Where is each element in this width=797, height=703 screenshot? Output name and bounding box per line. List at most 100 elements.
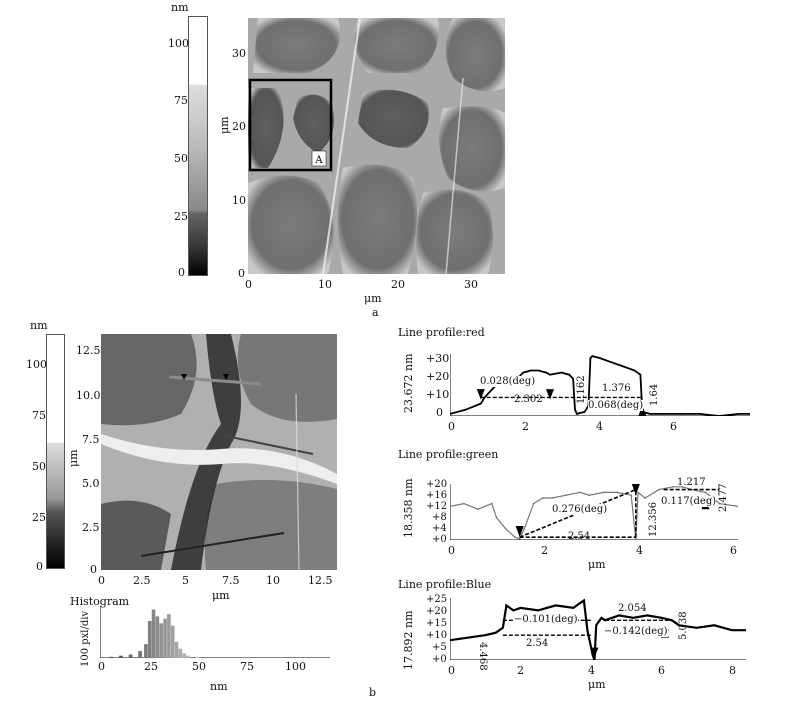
profile-blue-xtick: 0 [448, 664, 455, 677]
profile-red-xtick: 4 [596, 420, 603, 433]
profile-green-ytick: +12 [426, 501, 448, 512]
profile-red-data-point [529, 369, 532, 372]
profile-red-data-point [718, 415, 721, 416]
panel-b-cb-tick: 75 [32, 409, 46, 422]
panel-b-ytick: 7.5 [82, 433, 100, 446]
profile-blue-ylabel: 17.892 nm [402, 610, 415, 670]
profile-green-data-point [495, 516, 498, 519]
profile-red-xtick: 2 [522, 420, 529, 433]
profile-blue-data-point [554, 604, 557, 607]
profile-blue-data-point [618, 614, 621, 617]
profile-blue-annot: 2.054 [618, 603, 647, 614]
profile-blue-series-line [450, 598, 746, 660]
profile-green-series-line [450, 486, 738, 540]
profile-green-annot: 0.276(deg) [552, 504, 608, 515]
profile-green-data-point [634, 539, 637, 540]
profile-red-data-point [639, 373, 642, 376]
histogram-bar [138, 651, 142, 658]
histogram-title: Histogram [70, 595, 130, 608]
histogram-bar [163, 618, 167, 658]
profile-red-ylabel: 23.672 nm [402, 353, 415, 413]
histogram-xlabel: nm [210, 680, 228, 693]
profile-red-cursor-marker [546, 389, 554, 400]
panel-b-ytick: 12.5 [76, 344, 101, 357]
profile-blue-data-point [632, 616, 635, 619]
profile-blue-ytick: +10 [426, 630, 448, 641]
panel-a-region-label: A [314, 155, 323, 166]
panel-a-colorbar [188, 16, 208, 276]
profile-green-ytick: +4 [432, 523, 447, 534]
panel-b-colorbar [46, 334, 65, 569]
profile-blue-data-point [501, 626, 504, 629]
profile-red-data-point [560, 371, 563, 374]
profile-blue-data-point [660, 616, 663, 619]
panel-a-cb-tick: 0 [178, 266, 185, 279]
profile-blue-data-point [591, 654, 594, 656]
profile-blue-data-point [583, 599, 585, 602]
profile-green-data-point [579, 491, 581, 494]
profile-blue-ytick: +25 [426, 594, 448, 605]
profile-green-data-point [658, 488, 660, 491]
profile-red-data-point [589, 357, 592, 360]
profile-red-annot: 1.64 [649, 383, 660, 406]
profiles-column: Line profile:red 23.672 nm +30 +20 +10 0… [396, 326, 796, 696]
profile-blue-data-point [512, 609, 515, 612]
histogram-bar [159, 623, 164, 658]
profile-green-data-point [551, 497, 554, 499]
profile-green-data-point [504, 527, 507, 530]
histogram-bar [170, 625, 175, 658]
profile-red-data-point [649, 413, 651, 415]
profile-green-data-point [616, 491, 619, 494]
profile-blue-data-point [505, 604, 508, 607]
profile-green-annot: 2.54 [568, 531, 591, 542]
profile-red-data-point [464, 408, 467, 411]
profile-blue-plot [450, 598, 746, 660]
panel-a-ytick: 10 [232, 194, 246, 207]
profile-red-data-point [737, 413, 740, 415]
panel-a-colorbar-unit: nm [171, 1, 189, 14]
profile-red-data-point [583, 410, 586, 413]
profile-green-xtick: 0 [448, 544, 455, 557]
profile-green-data-point [718, 502, 721, 505]
profile-blue-data-point [586, 629, 589, 632]
panel-b-label: b [369, 686, 377, 699]
profile-blue-annot: −0.142(deg) [604, 626, 668, 637]
panel-b-afm-image [101, 334, 337, 570]
profile-green-data-point [602, 491, 605, 494]
profile-green-xlabel: μm [588, 558, 606, 571]
panel-a-cb-tick: 25 [174, 210, 188, 223]
panel-b-xtick: 5 [182, 574, 189, 587]
profile-blue-data-point [600, 616, 603, 619]
profile-green-cursor-marker [631, 484, 640, 496]
profile-green-xtick: 2 [541, 544, 548, 557]
histogram-xtick: 100 [285, 660, 306, 673]
profile-blue-ytick: +5 [432, 642, 447, 653]
profile-green-cursor-marker [515, 526, 524, 538]
histogram-bar [147, 621, 152, 658]
panel-a-cb-tick: 50 [174, 152, 188, 165]
profile-blue-data-point [595, 624, 598, 627]
profile-red-xtick: 6 [670, 420, 677, 433]
panel-b-xtick: 12.5 [308, 574, 333, 587]
profile-blue-data-point [646, 614, 649, 617]
panel-a-afm-image-main: A [248, 18, 505, 274]
panel-a-xtick: 10 [318, 278, 332, 291]
profile-blue-data-point [695, 626, 698, 629]
profile-green-data-point [637, 491, 640, 494]
panel-a-ylabel: μm [218, 116, 231, 134]
profile-blue-annot: 5.038 [678, 611, 689, 640]
profile-green-ytick: +16 [426, 490, 448, 501]
histogram-bar [119, 655, 123, 658]
profile-red-data-point [576, 413, 578, 415]
profile-blue-data-point [519, 607, 522, 609]
panel-a-xtick: 0 [245, 278, 252, 291]
panel-b-xtick: 10 [266, 574, 280, 587]
panel-a-label: a [372, 306, 379, 319]
profile-green-xtick: 6 [730, 544, 737, 557]
profile-green-ytick: +0 [432, 534, 447, 545]
profile-green-data-point [737, 505, 738, 508]
profile-blue-data-point [713, 624, 716, 627]
profile-red-data-point [549, 373, 551, 376]
profile-green-data-point [565, 494, 568, 497]
panel-b-ytick: 5.0 [82, 477, 100, 490]
